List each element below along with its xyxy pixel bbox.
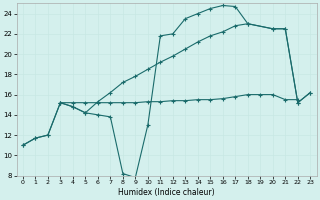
X-axis label: Humidex (Indice chaleur): Humidex (Indice chaleur) — [118, 188, 215, 197]
